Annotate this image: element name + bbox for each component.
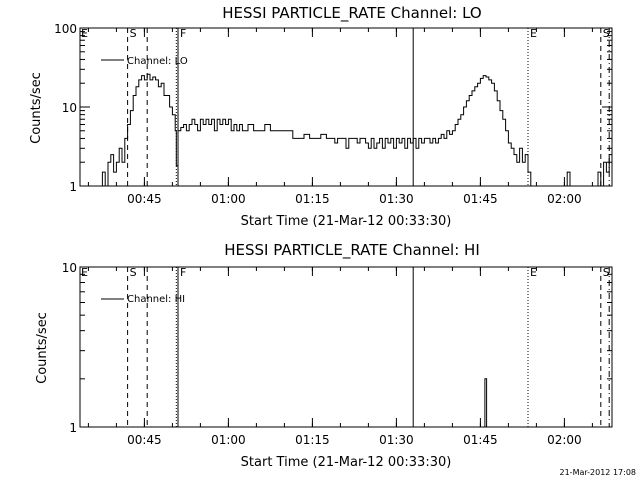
series-line [99,73,612,186]
event-marker-flag: F [180,266,186,279]
x-tick-label: 01:45 [463,433,498,447]
event-marker-flag: S [130,266,137,279]
event-marker-flag: E [530,266,537,279]
x-tick-label: 02:00 [547,433,582,447]
event-marker-flag: S [603,27,610,40]
x-tick-label: 01:15 [295,433,330,447]
event-marker-flag: E [530,27,537,40]
event-marker-flag: F [180,27,186,40]
series-line [484,378,488,427]
y-axis-label: Counts/sec [29,72,44,144]
panel-lo: HESSI PARTICLE_RATE Channel: LO Start Ti… [29,4,613,229]
y-tick-label: 10 [62,101,77,115]
event-marker-flag: S [130,27,137,40]
x-tick-label: 01:30 [379,433,414,447]
x-tick-label: 01:30 [379,192,414,206]
chart-title: HESSI PARTICLE_RATE Channel: LO [222,4,481,23]
timestamp-label: 21-Mar-2012 17:08 [560,468,637,477]
x-tick-label: 01:45 [463,192,498,206]
x-tick-label: 01:15 [295,192,330,206]
axes-frame [79,266,613,428]
y-tick-label: 1 [69,421,77,435]
x-axis-label: Start Time (21-Mar-12 00:33:30) [241,455,452,470]
y-tick-label: 1 [69,180,77,194]
y-tick-label: 100 [54,22,77,36]
chart-title: HESSI PARTICLE_RATE Channel: HI [224,241,480,260]
x-tick-label: 00:45 [127,433,162,447]
x-tick-label: 00:45 [127,192,162,206]
y-axis-label: Counts/sec [35,312,50,384]
plot-area: 00:45 01:00 01:15 01:30 01:45 02:00 1 10 100 S F E S… [54,22,613,206]
x-tick-label: 02:00 [547,192,582,206]
x-tick-label: 01:00 [211,192,246,206]
edge-flag: E [81,27,88,40]
y-tick-label: 10 [62,261,77,275]
plot-area: 00:45 01:00 01:15 01:30 01:45 02:00 1 10 S F E S E [62,261,613,447]
event-marker-flag: S [603,266,610,279]
x-tick-label: 01:00 [211,433,246,447]
panel-hi: HESSI PARTICLE_RATE Channel: HI Start Ti… [35,241,613,470]
legend-label: Channel: HI [127,294,185,305]
legend-label: Channel: LO [127,56,188,67]
edge-flag: E [81,266,88,279]
x-axis-label: Start Time (21-Mar-12 00:33:30) [241,214,452,229]
